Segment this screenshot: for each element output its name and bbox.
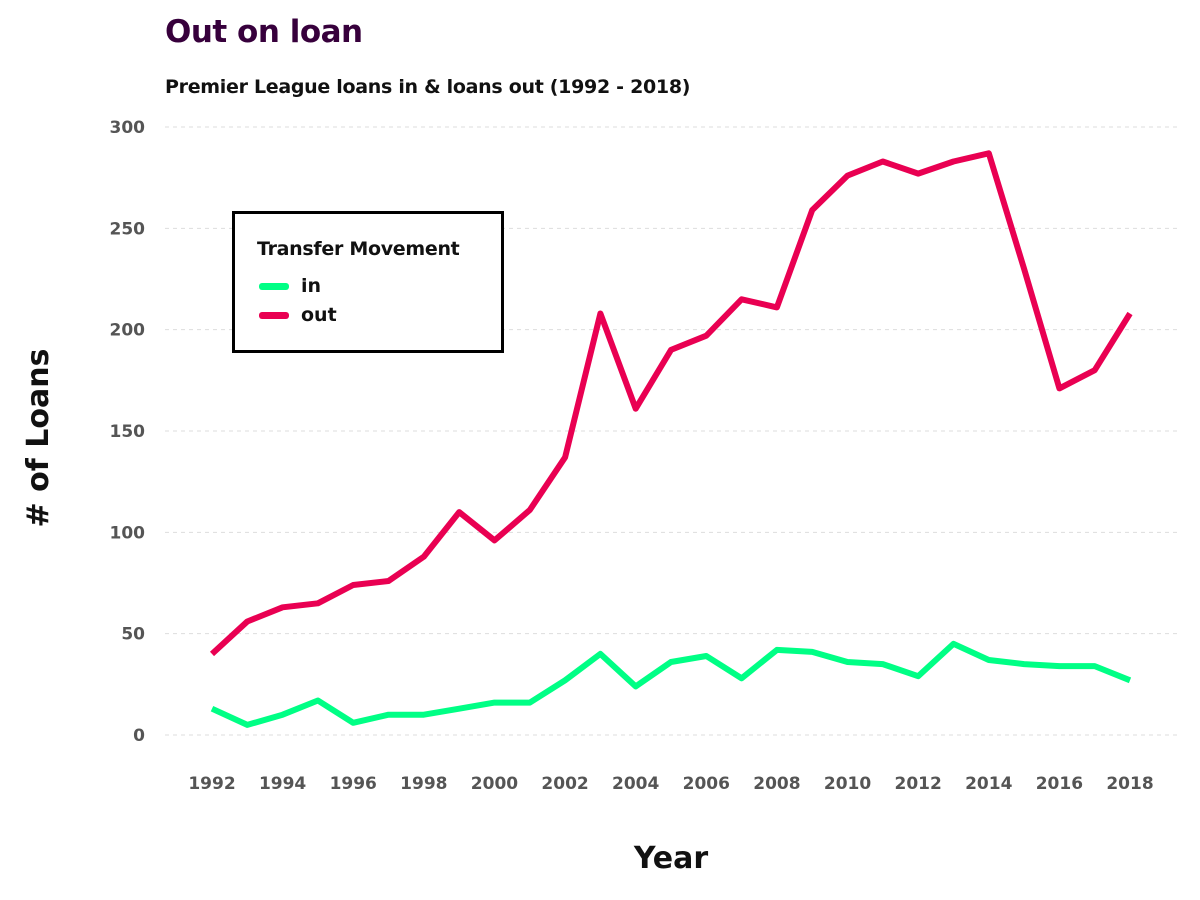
series-lines: [209, 150, 1133, 728]
x-tick-label: 2014: [965, 774, 1012, 794]
chart-title: Out on loan: [165, 14, 363, 50]
legend-title: Transfer Movement: [257, 238, 460, 260]
y-tick-label: 150: [110, 422, 146, 442]
x-tick-label: 2012: [894, 774, 941, 794]
y-tick-label: 250: [110, 219, 146, 239]
y-tick-label: 100: [110, 523, 146, 543]
x-axis-title: Year: [633, 841, 709, 876]
x-tick-label: 2002: [541, 774, 588, 794]
y-axis-title: # of Loans: [21, 349, 56, 528]
gridlines: [165, 126, 1178, 736]
y-axis-ticks: 0 50 100 150 200 250 300: [110, 118, 146, 746]
x-tick-label: 2004: [612, 774, 659, 794]
chart-subtitle: Premier League loans in & loans out (199…: [165, 76, 691, 98]
legend-label-in: in: [301, 275, 322, 297]
x-tick-label: 2010: [824, 774, 871, 794]
legend-label-out: out: [301, 304, 337, 326]
legend-item-out: out: [259, 302, 337, 328]
legend-swatch-out: [259, 311, 289, 319]
x-tick-label: 2000: [471, 774, 518, 794]
x-tick-label: 2018: [1106, 774, 1153, 794]
y-tick-label: 0: [133, 726, 145, 746]
y-tick-label: 50: [121, 625, 145, 645]
x-axis-ticks: 1992 1994 1996 1998 2000 2002 2004 2006 2008 2010…: [188, 774, 1153, 794]
series-line-in: [210, 640, 1132, 728]
legend: Transfer Movement in out: [232, 211, 504, 353]
x-tick-label: 1992: [188, 774, 235, 794]
legend-swatch-in: [259, 282, 289, 290]
legend-item-in: in: [259, 273, 321, 299]
x-tick-label: 2016: [1036, 774, 1083, 794]
x-tick-label: 1998: [400, 774, 447, 794]
y-tick-label: 200: [110, 321, 146, 341]
series-line-out: [209, 150, 1133, 657]
x-tick-label: 1994: [259, 774, 306, 794]
x-tick-label: 2008: [753, 774, 800, 794]
x-tick-label: 1996: [330, 774, 377, 794]
x-tick-label: 2006: [683, 774, 730, 794]
y-tick-label: 300: [110, 118, 146, 138]
